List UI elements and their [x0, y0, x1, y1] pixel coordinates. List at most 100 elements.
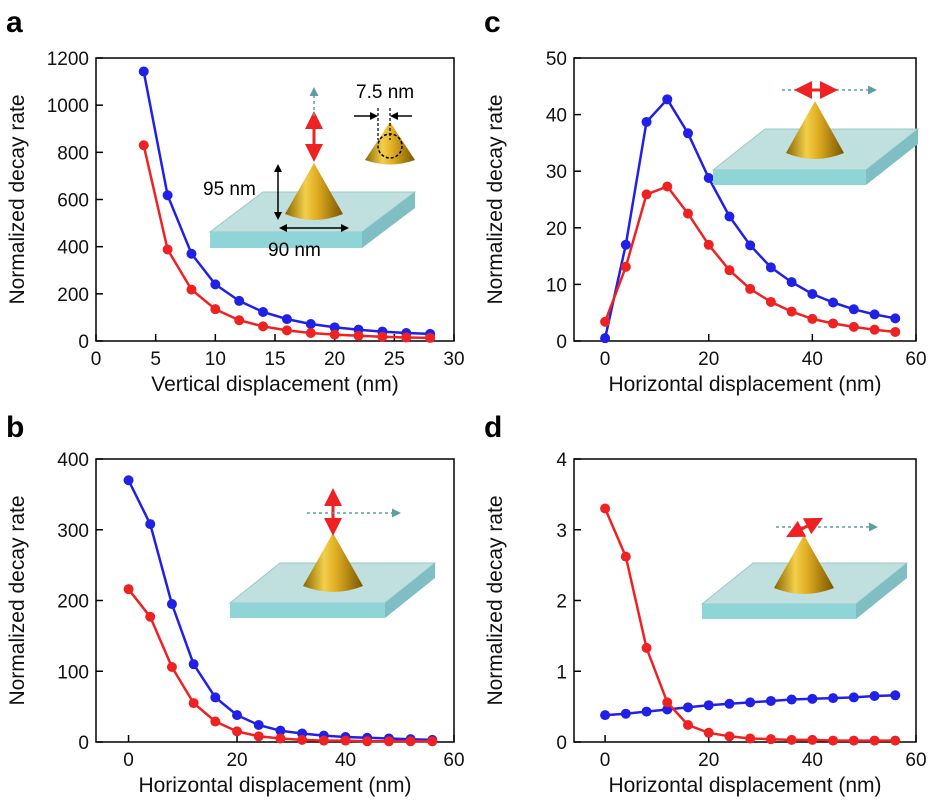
data-point: [828, 297, 839, 308]
substrate-front: [230, 603, 385, 618]
data-point: [745, 240, 756, 251]
x-axis-label: Horizontal displacement (nm): [608, 774, 881, 797]
data-point: [253, 731, 264, 742]
data-point: [641, 642, 652, 653]
data-point: [890, 313, 901, 324]
data-point: [138, 66, 149, 77]
panel-b: b 0 20 40 60 0 100 200 300 400 Horizontal displac…: [6, 411, 465, 797]
data-point: [166, 599, 177, 610]
data-point: [166, 662, 177, 673]
plot-a: 0 5 10 15 20 25 30 0 200 400 600 800 1000 1200 Vertica…: [6, 49, 465, 396]
panel-label-a: a: [6, 6, 23, 39]
x-tick-label: 20: [226, 750, 247, 771]
data-point: [807, 289, 818, 300]
data-point: [807, 734, 818, 745]
data-point: [425, 332, 436, 343]
tip-annotation: 7.5 nm: [356, 82, 414, 103]
data-point: [405, 736, 416, 747]
data-point: [210, 304, 221, 315]
data-point: [641, 116, 652, 127]
data-point: [620, 708, 631, 719]
data-point: [703, 172, 714, 183]
y-tick-label: 0: [556, 332, 567, 353]
y-tick-label: 200: [57, 285, 89, 306]
data-point: [145, 611, 156, 622]
cone-icon: [285, 163, 343, 220]
y-axis-label: Normalized decay rate: [6, 495, 29, 705]
data-point: [765, 262, 776, 273]
data-point: [258, 306, 269, 317]
data-point: [234, 315, 245, 326]
data-point: [765, 734, 776, 745]
data-point: [427, 736, 438, 747]
data-point: [683, 702, 693, 713]
y-tick-label: 100: [57, 662, 89, 683]
x-tick-label: 60: [905, 750, 926, 771]
data-point: [662, 94, 673, 105]
data-point: [724, 265, 735, 276]
data-point: [683, 128, 693, 139]
substrate-front: [713, 170, 866, 185]
inset-a: 95 nm 90 nm 7.5 nm: [203, 82, 417, 261]
data-point: [353, 330, 364, 341]
data-point: [123, 475, 134, 486]
y-axis-label: Normalized decay rate: [484, 495, 507, 705]
y-tick-label: 200: [57, 592, 89, 613]
panel-label-c: c: [484, 6, 501, 39]
data-point: [275, 733, 286, 744]
data-point: [703, 239, 714, 250]
x-tick-label: 10: [205, 349, 226, 370]
data-point: [641, 706, 652, 717]
x-tick-label: 15: [264, 349, 285, 370]
y-axis-label: Normalized decay rate: [484, 94, 507, 304]
data-point: [662, 697, 673, 708]
x-axis-label: Vertical displacement (nm): [151, 373, 398, 396]
x-axis-label: Horizontal displacement (nm): [608, 373, 881, 396]
data-point: [297, 734, 308, 745]
data-point: [162, 190, 173, 201]
y-tick-label: 0: [78, 733, 89, 754]
plot-d: 0 20 40 60 0 1 2 3 4 Horizontal displacement (nm)…: [484, 450, 927, 797]
data-point: [765, 296, 776, 307]
y-tick-label: 800: [57, 143, 89, 164]
x-tick-label: 20: [324, 349, 345, 370]
data-point: [807, 693, 818, 704]
x-tick-label: 20: [698, 349, 719, 370]
substrate-front: [210, 232, 362, 248]
y-tick-label: 3: [556, 521, 567, 542]
data-point: [745, 733, 756, 744]
data-point: [210, 692, 221, 703]
substrate-side: [856, 563, 907, 619]
panel-d: d 0 20 40 60 0 1 2 3 4 Horizontal displacement (n…: [484, 411, 927, 797]
data-point: [662, 181, 673, 192]
y-tick-label: 600: [57, 191, 89, 212]
data-point: [745, 283, 756, 294]
data-point: [662, 704, 673, 715]
data-point: [724, 698, 735, 709]
y-tick-label: 0: [556, 733, 567, 754]
data-point: [362, 736, 373, 747]
data-point: [828, 693, 839, 704]
substrate-front: [702, 604, 856, 619]
data-point: [258, 321, 269, 332]
data-point: [869, 735, 880, 746]
y-tick-label: 4: [556, 450, 567, 471]
data-point: [869, 324, 880, 335]
data-point: [145, 519, 156, 530]
y-tick-label: 10: [546, 275, 567, 296]
x-tick-label: 0: [600, 349, 611, 370]
data-point: [186, 284, 197, 295]
data-point: [683, 208, 693, 219]
inset-c: [711, 81, 920, 185]
data-point: [600, 316, 611, 327]
data-point: [188, 698, 199, 709]
tip-detail-cone-icon: [365, 122, 415, 165]
data-point: [641, 189, 652, 200]
x-tick-label: 40: [802, 349, 823, 370]
data-point: [377, 331, 388, 342]
plot-c: 0 20 40 60 0 10 20 30 40 50 Horizontal displacemen…: [484, 49, 927, 396]
data-point: [600, 710, 611, 721]
y-tick-label: 1200: [47, 49, 89, 70]
inset-b: [228, 488, 437, 618]
